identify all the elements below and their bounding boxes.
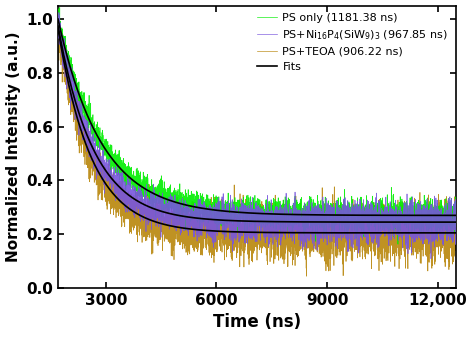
PS+TEOA (906.22 ns) (314, 222, 320, 226)
Fits (352, 213, 358, 217)
PS+Ni$_{16}$P$_4$(SiW$_9$)$_3$ (967.85 ns) (314, 222, 320, 226)
Line: PS+TEOA (906.22 ns): PS+TEOA (906.22 ns) (58, 9, 456, 276)
PS+TEOA (906.22 ns) (383, 234, 388, 238)
Fits (55, 17, 61, 21)
Fits (383, 213, 388, 217)
PS only (1181.38 ns) (352, 221, 358, 225)
PS+Ni$_{16}$P$_4$(SiW$_9$)$_3$ (967.85 ns) (383, 225, 388, 229)
PS+TEOA (906.22 ns) (55, 7, 61, 11)
PS only (1181.38 ns) (314, 213, 320, 217)
PS+Ni$_{16}$P$_4$(SiW$_9$)$_3$ (967.85 ns) (207, 222, 213, 226)
PS+TEOA (906.22 ns) (453, 256, 459, 260)
PS+TEOA (906.22 ns) (294, 244, 300, 248)
Fits (294, 213, 300, 217)
PS+Ni$_{16}$P$_4$(SiW$_9$)$_3$ (967.85 ns) (428, 257, 434, 261)
PS only (1181.38 ns) (395, 242, 401, 246)
Fits (128, 176, 133, 180)
X-axis label: Time (ns): Time (ns) (213, 313, 301, 332)
Fits (314, 213, 320, 217)
Line: Fits: Fits (58, 19, 456, 215)
PS+TEOA (906.22 ns) (207, 207, 213, 211)
PS+Ni$_{16}$P$_4$(SiW$_9$)$_3$ (967.85 ns) (294, 214, 300, 218)
PS only (1181.38 ns) (207, 205, 213, 209)
PS+TEOA (906.22 ns) (304, 274, 310, 278)
PS only (1181.38 ns) (294, 198, 300, 202)
PS+Ni$_{16}$P$_4$(SiW$_9$)$_3$ (967.85 ns) (128, 180, 133, 184)
PS only (1181.38 ns) (128, 174, 133, 178)
PS only (1181.38 ns) (55, 18, 61, 22)
PS+Ni$_{16}$P$_4$(SiW$_9$)$_3$ (967.85 ns) (55, 21, 61, 25)
Y-axis label: Normalized Intensity (a.u.): Normalized Intensity (a.u.) (6, 32, 20, 262)
Fits (453, 213, 459, 217)
PS only (1181.38 ns) (453, 232, 459, 236)
PS+Ni$_{16}$P$_4$(SiW$_9$)$_3$ (967.85 ns) (56, 10, 62, 14)
Line: PS only (1181.38 ns): PS only (1181.38 ns) (58, 7, 456, 244)
Fits (207, 207, 213, 211)
Legend: PS only (1181.38 ns), PS+Ni$_{16}$P$_4$(SiW$_9$)$_3$ (967.85 ns), PS+TEOA (906.2: PS only (1181.38 ns), PS+Ni$_{16}$P$_4$(… (255, 11, 450, 74)
PS+TEOA (906.22 ns) (352, 224, 358, 228)
PS only (1181.38 ns) (383, 221, 388, 225)
PS+TEOA (906.22 ns) (128, 224, 133, 228)
PS only (1181.38 ns) (57, 5, 63, 9)
Line: PS+Ni$_{16}$P$_4$(SiW$_9$)$_3$ (967.85 ns): PS+Ni$_{16}$P$_4$(SiW$_9$)$_3$ (967.85 n… (58, 12, 456, 259)
PS+Ni$_{16}$P$_4$(SiW$_9$)$_3$ (967.85 ns) (352, 204, 358, 208)
PS+Ni$_{16}$P$_4$(SiW$_9$)$_3$ (967.85 ns) (453, 213, 459, 217)
